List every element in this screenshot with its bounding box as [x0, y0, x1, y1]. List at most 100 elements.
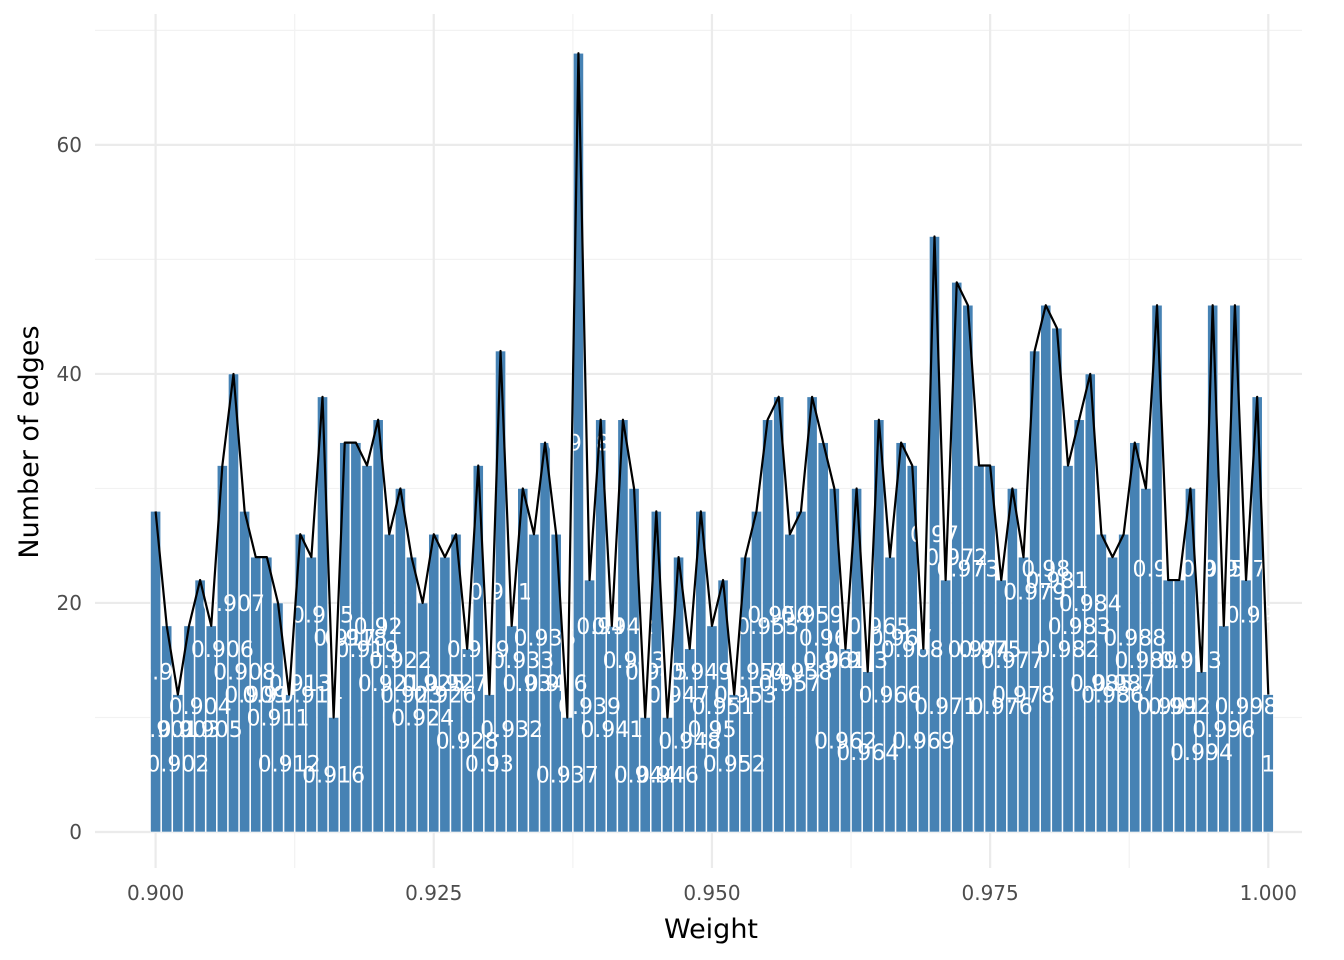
bar-label: 0.92 [354, 615, 403, 640]
bar-label: 0.959 [781, 603, 844, 628]
y-tick-label: 20 [57, 591, 82, 615]
bar-label: 0.931 [469, 581, 532, 606]
bar-label: 0.913 [269, 672, 332, 697]
frequency-line [154, 52, 1270, 719]
bar-label: 0.929 [447, 638, 510, 663]
bar-label: 0.96 [799, 626, 848, 651]
bar-label: 0.909 [224, 684, 287, 709]
bar-label: 0.979 [1003, 581, 1066, 606]
bar-label: 0.958 [769, 661, 832, 686]
bar-label: 1 [1261, 752, 1275, 777]
bar-label: 0.945 [625, 661, 688, 686]
bar-label: 0.946 [636, 764, 699, 789]
bar-label: 0.921 [358, 672, 421, 697]
bar-label: 0.932 [480, 718, 543, 743]
bar-label: 0.992 [1148, 695, 1211, 720]
bar-label: 0.952 [703, 752, 766, 777]
bar-label: 0.969 [892, 729, 955, 754]
bar-label: 0.978 [992, 684, 1055, 709]
bar-label: 0.94 [576, 615, 625, 640]
bar-label: 0.997 [1203, 558, 1266, 583]
bar-label: 0.99 [1133, 558, 1182, 583]
bar-label: 0.904 [169, 695, 232, 720]
bar-label: 0.983 [1048, 615, 1111, 640]
bar-label: 0.93 [465, 752, 514, 777]
bar-label: 0.915 [291, 603, 354, 628]
bar-label: 0.928 [436, 729, 499, 754]
bar-label: 0.993 [1159, 649, 1222, 674]
bar-label: 0.97 [910, 523, 959, 548]
bar-label: 0.924 [391, 706, 454, 731]
bar-label: 0.964 [836, 741, 899, 766]
bars [150, 52, 1274, 833]
bar-label: 0.975 [959, 638, 1022, 663]
bar-label: 0.941 [580, 718, 643, 743]
bar-label: 0.956 [747, 603, 810, 628]
bar-label: 0.927 [425, 672, 488, 697]
bar-label: 0.922 [369, 649, 432, 674]
bar-label: 0.989 [1114, 649, 1177, 674]
bar-label: 0.925 [402, 672, 465, 697]
bar-label: 0.902 [146, 752, 209, 777]
bar-label: 0.933 [491, 649, 554, 674]
bar-label: 0.912 [258, 752, 321, 777]
bar-label: 0.917 [313, 626, 376, 651]
bar-label: 0.994 [1170, 741, 1233, 766]
bar-label: 0.918 [324, 626, 387, 651]
bar-label: 0.905 [180, 718, 243, 743]
bar-label: 0.948 [658, 729, 721, 754]
bar-label: 0.901 [135, 718, 198, 743]
bar-label: 0.986 [1081, 684, 1144, 709]
bar-label: 0.9 [138, 661, 173, 686]
bar-label: 0.962 [814, 729, 877, 754]
bar-label: 0.919 [336, 638, 399, 663]
bar-label: 0.942 [591, 615, 654, 640]
bar-label: 0.977 [981, 649, 1044, 674]
bar-label: 0.971 [914, 695, 977, 720]
bar-label: 0.988 [1103, 626, 1166, 651]
x-tick-label: 0.900 [127, 881, 184, 905]
bar-label: 0.972 [925, 546, 988, 571]
y-tick-label: 60 [57, 133, 82, 157]
frequency-polyline [154, 52, 1270, 719]
bar-label: 0.984 [1059, 592, 1122, 617]
y-axis-title: Number of edges [14, 325, 45, 558]
axes: 0.900 0.925 0.950 0.975 1.000 0 20 40 60 [57, 133, 1297, 905]
bar-label: 0.968 [881, 638, 944, 663]
bar-label: 0.963 [825, 649, 888, 674]
bar-label: 0.981 [1025, 569, 1088, 594]
bar-label: 0.995 [1181, 558, 1244, 583]
bar-label: 0.966 [858, 684, 921, 709]
bar-label: 0.985 [1070, 672, 1133, 697]
bar-label: 0.998 [1215, 695, 1278, 720]
bar-label: 0.944 [614, 764, 677, 789]
bar-label: 0.976 [970, 695, 1033, 720]
bar-label: 0.916 [302, 764, 365, 789]
bar-label: 0.934 [502, 672, 565, 697]
x-axis-title: Weight [664, 914, 758, 945]
bar-label: 0.961 [803, 649, 866, 674]
bar-label: 0.996 [1192, 718, 1255, 743]
bar-label: 0.937 [536, 764, 599, 789]
x-tick-label: 0.950 [683, 881, 740, 905]
bar-label: 0.935 [514, 626, 577, 651]
bar-label: 0.949 [669, 661, 732, 686]
y-tick-label: 0 [69, 820, 82, 844]
bar-label: 0.926 [413, 684, 476, 709]
bar-label: 0.974 [948, 638, 1011, 663]
bar-label: 0.947 [647, 684, 710, 709]
bar-label: 0.908 [213, 661, 276, 686]
bar-label: 0.999 [1226, 603, 1289, 628]
bar-label: 0.957 [758, 672, 821, 697]
bar-label: 0.991 [1137, 695, 1200, 720]
x-tick-label: 1.000 [1240, 881, 1297, 905]
bar-label: 0.91 [242, 684, 291, 709]
x-tick-label: 0.975 [961, 881, 1018, 905]
bar-label: 0.911 [247, 706, 310, 731]
y-tick-label: 40 [57, 362, 82, 386]
bar-label: 0.98 [1021, 558, 1070, 583]
bar-label: 0.923 [380, 684, 443, 709]
bar-label: 0.951 [692, 695, 755, 720]
bar-label: 0.95 [687, 718, 736, 743]
